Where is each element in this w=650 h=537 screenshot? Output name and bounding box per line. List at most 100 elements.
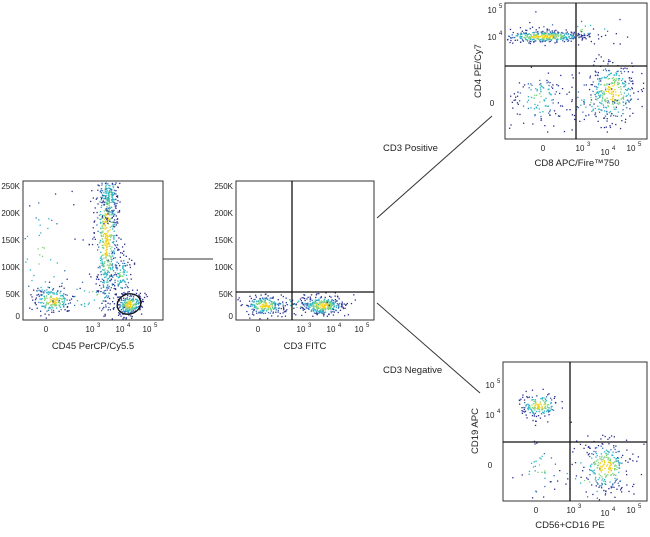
event-dot [610, 463, 612, 465]
event-dot [124, 311, 127, 313]
event-dot [521, 412, 523, 414]
event-dot [628, 100, 630, 102]
event-dot [106, 254, 108, 257]
event-dot [624, 67, 626, 69]
event-dot [543, 496, 545, 498]
event-dot [96, 290, 98, 292]
event-dot [108, 196, 110, 198]
event-dot [103, 290, 105, 292]
event-dot [328, 302, 331, 304]
event-dot [590, 101, 592, 104]
event-dot [105, 194, 107, 197]
lymphocyte-gate [116, 293, 142, 315]
event-dot [104, 198, 107, 200]
event-dot [554, 488, 556, 490]
event-dot [551, 30, 553, 32]
event-dot [66, 299, 68, 301]
event-dot [125, 305, 127, 307]
event-dot [601, 479, 603, 481]
event-dot [606, 110, 608, 112]
event-dot [512, 36, 514, 39]
event-dot [283, 308, 285, 310]
x-tick-labels: 0 10 3 10 4 10 5 [256, 323, 370, 334]
y-tick-labels: 250K 200K 150K 100K 50K 0 [1, 182, 20, 321]
event-dot [100, 231, 102, 233]
event-dot [587, 446, 589, 448]
event-dot [605, 77, 607, 79]
event-dot [40, 232, 42, 234]
event-dot [116, 196, 119, 198]
event-dot [617, 450, 619, 453]
connector-p2-p3 [376, 115, 493, 219]
event-dot [118, 249, 120, 251]
event-dot [241, 304, 243, 306]
event-dot [111, 210, 114, 213]
event-dot [279, 302, 281, 304]
event-dot [320, 302, 322, 304]
event-dot [117, 272, 119, 275]
event-dot [323, 313, 325, 315]
event-dot [531, 38, 533, 41]
event-dot [265, 293, 267, 295]
event-dot [542, 37, 545, 39]
event-dot [625, 81, 627, 83]
event-dot [616, 73, 618, 75]
x-tick-exp: 4 [338, 323, 342, 329]
event-dot [571, 74, 573, 76]
event-dot [606, 464, 609, 466]
event-dot [610, 461, 612, 464]
event-dot [313, 308, 315, 310]
event-dot [133, 306, 135, 308]
event-dot [333, 311, 335, 313]
event-dot [114, 285, 116, 287]
event-dot [516, 33, 519, 35]
event-dot [321, 303, 323, 305]
event-dot [561, 401, 563, 403]
event-dot [321, 310, 324, 312]
event-dot [74, 238, 76, 240]
event-dot [593, 103, 595, 105]
event-dot [623, 85, 625, 88]
event-dot [112, 242, 115, 244]
event-dot [109, 297, 111, 300]
event-dot [41, 289, 43, 291]
event-dot [127, 282, 130, 284]
event-dot [538, 37, 540, 39]
event-dot [118, 296, 120, 298]
event-dot [530, 96, 533, 99]
event-dot [608, 92, 610, 94]
event-dot [114, 279, 116, 281]
event-dot [320, 307, 323, 310]
y-tick-label: 150K [214, 236, 233, 245]
event-dot [126, 298, 128, 300]
event-dot [631, 71, 634, 73]
event-dot [623, 92, 626, 94]
event-dot [268, 304, 270, 306]
event-dot [541, 41, 543, 43]
event-dot [56, 300, 58, 302]
event-dot [238, 297, 240, 299]
plot-cd8-vs-cd4: 10 5 10 4 0 CD4 PE/Cy7 0 10 3 10 4 10 5 … [473, 2, 648, 169]
event-dot [600, 94, 602, 96]
event-dot [626, 449, 628, 451]
event-dot [103, 192, 105, 194]
event-dot [324, 301, 326, 303]
event-dot [529, 42, 531, 45]
event-dot [111, 284, 114, 286]
event-dot [608, 74, 610, 76]
event-dot [142, 298, 144, 301]
event-dot [274, 304, 276, 306]
event-dot [311, 305, 313, 307]
event-dot [556, 41, 558, 43]
event-dot [531, 415, 534, 417]
event-dot [600, 109, 602, 111]
event-dot [530, 40, 532, 43]
event-dot [301, 301, 304, 304]
event-dot [618, 464, 620, 467]
event-dot [307, 303, 309, 305]
event-dot [120, 298, 122, 300]
event-dot [625, 470, 627, 472]
event-dot [121, 246, 124, 248]
event-dot [106, 259, 108, 261]
event-dot [600, 84, 602, 86]
